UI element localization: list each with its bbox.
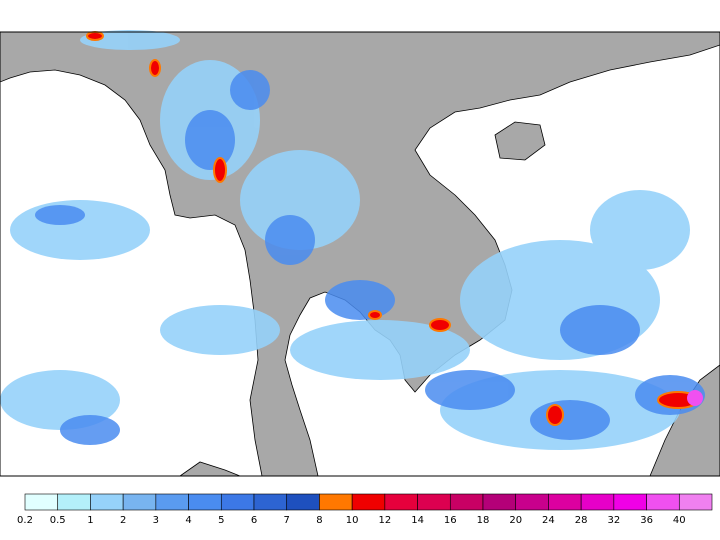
colorbar-label: 20 bbox=[509, 515, 522, 526]
colorbar-swatch bbox=[188, 493, 222, 511]
colorbar-label: 36 bbox=[640, 515, 653, 526]
colorbar-swatch bbox=[613, 493, 647, 511]
colorbar-swatch bbox=[57, 493, 91, 511]
colorbar-swatch bbox=[155, 493, 189, 511]
colorbar-swatch bbox=[449, 493, 484, 511]
colorbar-label: 3 bbox=[153, 515, 159, 526]
colorbar-swatch bbox=[351, 493, 386, 511]
rain-extreme bbox=[687, 390, 703, 406]
colorbar-swatch bbox=[417, 493, 451, 511]
map-frame bbox=[0, 31, 720, 477]
colorbar-label: 32 bbox=[607, 515, 620, 526]
map bbox=[0, 30, 720, 477]
colorbar-label: 40 bbox=[673, 515, 686, 526]
colorbar: 0.2 0.5 1 2 3 4 5 6 7 8 10 12 14 16 18 20 24 28 32 36 40 bbox=[17, 493, 713, 526]
colorbar-label: 12 bbox=[378, 515, 391, 526]
colorbar-label: 28 bbox=[575, 515, 588, 526]
colorbar-swatch bbox=[220, 493, 255, 511]
colorbar-label: 14 bbox=[411, 515, 424, 526]
colorbar-swatch bbox=[678, 493, 713, 511]
colorbar-swatch bbox=[384, 493, 418, 511]
colorbar-label: 4 bbox=[185, 515, 191, 526]
colorbar-label: 1 bbox=[87, 515, 93, 526]
colorbar-swatch bbox=[253, 493, 288, 511]
colorbar-label: 6 bbox=[251, 515, 257, 526]
colorbar-label: 5 bbox=[218, 515, 224, 526]
colorbar-swatch bbox=[482, 493, 517, 511]
colorbar-label: 24 bbox=[542, 515, 555, 526]
rain-heavy bbox=[86, 31, 699, 426]
colorbar-label: 7 bbox=[284, 515, 290, 526]
rain-moderate bbox=[35, 70, 705, 445]
colorbar-swatch bbox=[24, 493, 59, 511]
colorbar-swatch bbox=[515, 493, 549, 511]
colorbar-label: 16 bbox=[444, 515, 457, 526]
colorbar-swatch bbox=[90, 493, 124, 511]
colorbar-swatch bbox=[319, 493, 353, 511]
colorbar-label: 18 bbox=[477, 515, 490, 526]
colorbar-swatch bbox=[548, 493, 582, 511]
colorbar-swatch bbox=[580, 493, 615, 511]
colorbar-label: 10 bbox=[346, 515, 359, 526]
colorbar-label: 8 bbox=[316, 515, 322, 526]
colorbar-label: 2 bbox=[120, 515, 126, 526]
colorbar-label: 0.2 bbox=[17, 515, 33, 526]
colorbar-swatch bbox=[122, 493, 157, 511]
colorbar-label: 0.5 bbox=[50, 515, 66, 526]
hainan bbox=[494, 121, 546, 161]
colorbar-swatch bbox=[286, 493, 320, 511]
colorbar-swatch bbox=[646, 493, 680, 511]
